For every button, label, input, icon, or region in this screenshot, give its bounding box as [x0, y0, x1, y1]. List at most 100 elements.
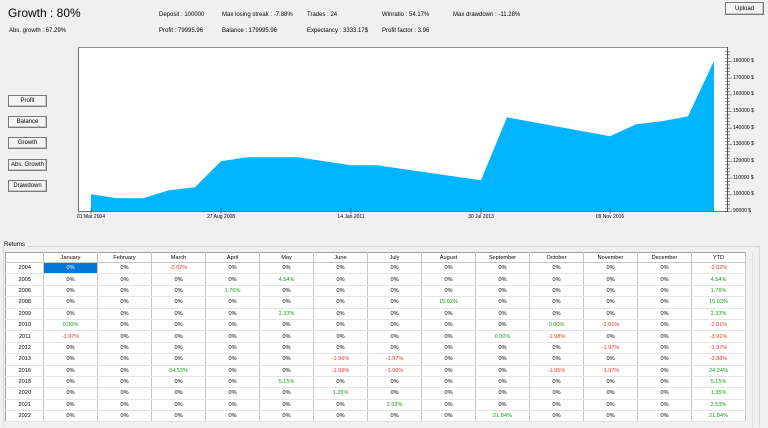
return-cell[interactable]: 0%: [583, 387, 638, 400]
return-cell[interactable]: 0%: [259, 353, 314, 366]
return-cell[interactable]: 0%: [259, 319, 314, 332]
return-cell[interactable]: 24.24%: [691, 365, 746, 377]
year-cell[interactable]: 2012: [5, 342, 44, 355]
column-header[interactable]: December: [637, 252, 692, 263]
return-cell[interactable]: 2.33%: [691, 308, 746, 320]
year-cell[interactable]: 2011: [5, 330, 44, 343]
return-cell[interactable]: 0%: [637, 285, 692, 298]
column-header[interactable]: May: [259, 252, 314, 263]
table-row[interactable]: 2008 0% 0% 0% 0% 0% 0% 0% 15.02% 0% 0% 0% 0% 15.02%: [5, 296, 746, 309]
year-cell[interactable]: 2020: [5, 387, 44, 400]
return-cell[interactable]: 0%: [475, 365, 530, 377]
table-row[interactable]: 2004 0% 0% -2.02% 0% 0% 0% 0% 0% 0% 0% 0% 0% -2.02%: [5, 262, 746, 275]
return-cell[interactable]: -2.01%: [583, 319, 638, 332]
return-cell[interactable]: 0%: [637, 353, 692, 366]
return-cell[interactable]: 0%: [43, 376, 98, 389]
return-cell[interactable]: 0%: [97, 285, 152, 298]
table-row[interactable]: 2016 0% 0% 34.53% 0% 0% -1.99% -1.96% 0% 0% -1.95%…: [5, 365, 746, 377]
return-cell[interactable]: 0.00%: [43, 319, 98, 332]
return-cell[interactable]: 0%: [529, 296, 584, 309]
return-cell[interactable]: 0%: [259, 365, 314, 377]
return-cell[interactable]: 0%: [529, 273, 584, 286]
return-cell[interactable]: -1.97%: [691, 342, 746, 355]
return-cell[interactable]: 0%: [475, 273, 530, 286]
return-cell[interactable]: -1.99%: [313, 365, 368, 377]
return-cell[interactable]: 0%: [43, 399, 98, 412]
column-header[interactable]: July: [367, 252, 422, 263]
year-cell[interactable]: 2009: [5, 308, 44, 320]
return-cell[interactable]: 4.54%: [691, 273, 746, 286]
return-cell[interactable]: -1.95%: [529, 365, 584, 377]
year-cell[interactable]: 2018: [5, 376, 44, 389]
return-cell[interactable]: -1.97%: [583, 342, 638, 355]
upload-button[interactable]: Upload: [725, 2, 764, 15]
growth-button[interactable]: Growth: [8, 137, 47, 149]
return-cell[interactable]: 0%: [475, 353, 530, 366]
return-cell[interactable]: 0%: [529, 353, 584, 366]
return-cell[interactable]: 2.53%: [367, 399, 422, 412]
year-cell[interactable]: 2013: [5, 353, 44, 366]
return-cell[interactable]: 0%: [367, 376, 422, 389]
return-cell[interactable]: 0%: [151, 319, 206, 332]
year-cell[interactable]: 2022: [5, 410, 44, 423]
return-cell[interactable]: 0%: [313, 399, 368, 412]
return-cell[interactable]: 0%: [313, 262, 368, 275]
return-cell[interactable]: 0%: [151, 376, 206, 389]
return-cell[interactable]: 0%: [151, 342, 206, 355]
return-cell[interactable]: 0%: [151, 353, 206, 366]
return-cell[interactable]: 0%: [259, 285, 314, 298]
return-cell[interactable]: 0%: [421, 273, 476, 286]
profit-button[interactable]: Profit: [8, 95, 47, 107]
return-cell[interactable]: 0%: [475, 262, 530, 275]
return-cell[interactable]: 0%: [313, 308, 368, 320]
return-cell[interactable]: 0%: [259, 330, 314, 343]
year-cell[interactable]: 2006: [5, 285, 44, 298]
return-cell[interactable]: -2.02%: [691, 262, 746, 275]
return-cell[interactable]: 0%: [583, 330, 638, 343]
return-cell[interactable]: 0%: [637, 319, 692, 332]
return-cell[interactable]: 1.76%: [691, 285, 746, 298]
return-cell[interactable]: 0%: [475, 387, 530, 400]
return-cell[interactable]: 0%: [475, 285, 530, 298]
return-cell[interactable]: 0%: [259, 342, 314, 355]
table-row[interactable]: 2020 0% 0% 0% 0% 0% 1.35% 0% 0% 0% 0% 0% 0% 1.35%: [5, 387, 746, 400]
return-cell[interactable]: 0%: [313, 410, 368, 423]
return-cell[interactable]: 0%: [43, 410, 98, 423]
return-cell[interactable]: 0%: [151, 410, 206, 423]
return-cell[interactable]: 5.15%: [259, 376, 314, 389]
return-cell[interactable]: 0%: [637, 387, 692, 400]
return-cell[interactable]: 0%: [43, 342, 98, 355]
year-cell[interactable]: 2021: [5, 399, 44, 412]
return-cell[interactable]: 0%: [475, 399, 530, 412]
return-cell[interactable]: 0%: [151, 330, 206, 343]
return-cell[interactable]: 0%: [43, 353, 98, 366]
year-cell[interactable]: 2005: [5, 273, 44, 286]
return-cell[interactable]: 0%: [205, 387, 260, 400]
return-cell[interactable]: 0%: [205, 330, 260, 343]
return-cell[interactable]: 0%: [637, 365, 692, 377]
return-cell[interactable]: 0%: [151, 387, 206, 400]
return-cell[interactable]: 21.84%: [475, 410, 530, 423]
year-cell[interactable]: 2004: [5, 262, 44, 275]
return-cell[interactable]: 0%: [205, 308, 260, 320]
column-header[interactable]: YTD: [691, 252, 746, 263]
return-cell[interactable]: 0%: [421, 319, 476, 332]
return-cell[interactable]: 34.53%: [151, 365, 206, 377]
return-cell[interactable]: 0%: [637, 273, 692, 286]
return-cell[interactable]: 2.53%: [691, 399, 746, 412]
table-row[interactable]: 2009 0% 0% 0% 0% 2.33% 0% 0% 0% 0% 0% 0% 0% 2.33%: [5, 308, 746, 320]
return-cell[interactable]: 0%: [637, 296, 692, 309]
table-row[interactable]: 2021 0% 0% 0% 0% 0% 0% 2.53% 0% 0% 0% 0% 0% 2.53%: [5, 399, 746, 412]
return-cell[interactable]: 0%: [259, 399, 314, 412]
return-cell[interactable]: -1.97%: [583, 365, 638, 377]
return-cell[interactable]: 0%: [529, 387, 584, 400]
column-header[interactable]: October: [529, 252, 584, 263]
return-cell[interactable]: 0%: [97, 410, 152, 423]
return-cell[interactable]: 0%: [205, 319, 260, 332]
drawdown-button[interactable]: Drawdown: [8, 180, 47, 192]
return-cell[interactable]: 0%: [259, 387, 314, 400]
return-cell[interactable]: 0%: [97, 319, 152, 332]
return-cell[interactable]: 0%: [583, 273, 638, 286]
return-cell[interactable]: 0%: [421, 285, 476, 298]
return-cell[interactable]: 0%: [151, 285, 206, 298]
